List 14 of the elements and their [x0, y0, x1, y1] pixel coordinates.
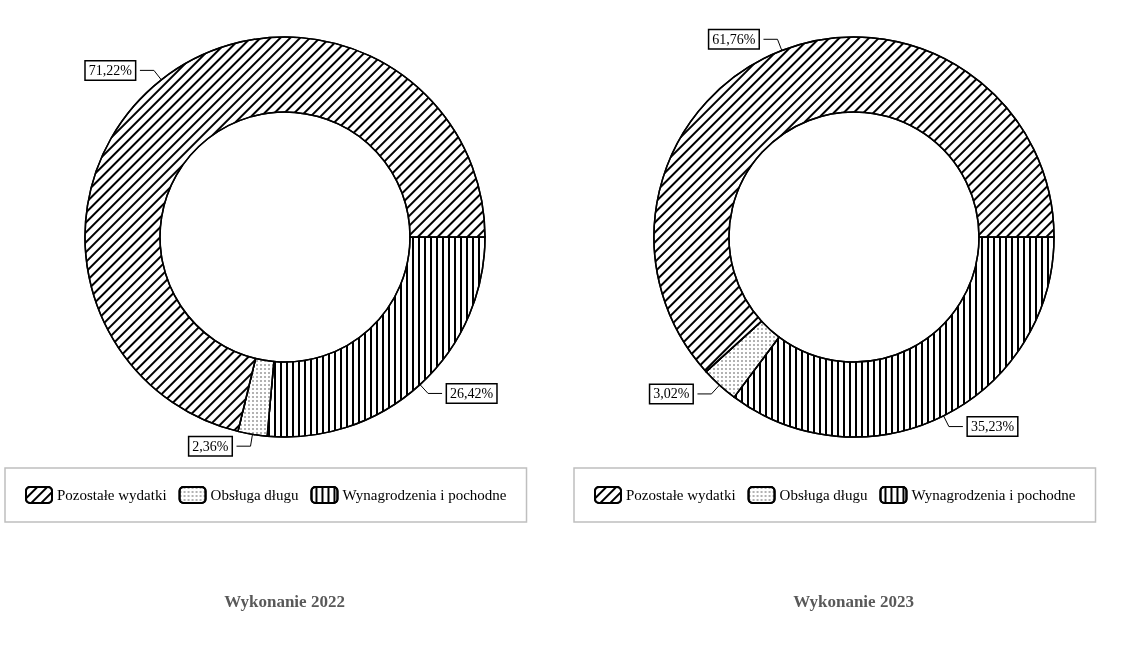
- text: Wykonanie 2023: [793, 592, 914, 611]
- data-label: 2,36%: [192, 438, 229, 454]
- data-label: 61,76%: [712, 31, 756, 47]
- legend-label: Pozostałe wydatki: [626, 487, 736, 503]
- legend-label: Wynagrodzenia i pochodne: [342, 487, 507, 503]
- data-label: 26,42%: [450, 385, 494, 401]
- legend-label: Wynagrodzenia i pochodne: [911, 487, 1076, 503]
- data-label: 35,23%: [970, 419, 1015, 435]
- data-label: 3,02%: [653, 386, 690, 402]
- legend-label: Pozostałe wydatki: [57, 487, 167, 503]
- data-label: 71,22%: [88, 62, 133, 78]
- legend-label: Obsługa długu: [779, 487, 868, 503]
- legend-label: Obsługa długu: [210, 487, 299, 503]
- text: Wykonanie 2022: [224, 592, 345, 611]
